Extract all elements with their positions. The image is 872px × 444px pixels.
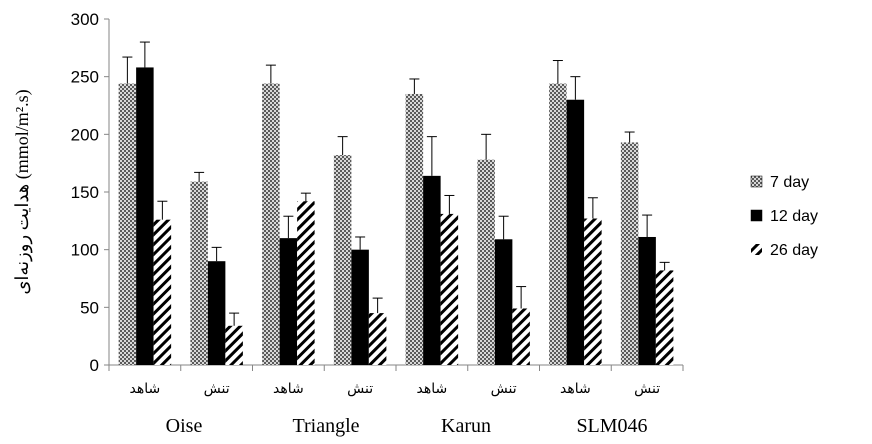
y-tick-label: 0 — [90, 356, 99, 375]
bar — [405, 93, 424, 365]
bar — [477, 159, 495, 365]
x-category-label: شاهد — [560, 381, 591, 397]
bar — [153, 219, 172, 365]
error-bars — [122, 41, 670, 326]
x-category-label: شاهد — [417, 381, 448, 397]
legend-label: 7 day — [770, 174, 809, 191]
x-category-label: تنش — [347, 381, 373, 397]
bar — [333, 155, 352, 365]
bar — [566, 99, 585, 365]
x-group-label: Karun — [441, 415, 491, 437]
x-group-label: Triangle — [292, 415, 359, 437]
y-tick-label: 100 — [71, 241, 99, 260]
legend-swatch — [750, 209, 763, 222]
x-category-label: شاهد — [130, 381, 161, 397]
legend-label: 26 day — [770, 242, 818, 259]
y-tick-label: 200 — [71, 125, 99, 144]
bar — [368, 313, 387, 365]
y-tick-label: 300 — [71, 10, 99, 29]
x-category-label: تنش — [491, 381, 517, 397]
bar — [297, 201, 315, 365]
bar — [512, 308, 530, 365]
x-category-label: تنش — [204, 381, 230, 397]
bar — [584, 218, 602, 365]
x-category-label: تنش — [634, 381, 660, 397]
bar — [620, 142, 639, 365]
bar — [190, 181, 208, 365]
bars — [118, 67, 674, 365]
legend: 7 day 12 day 26 day — [750, 174, 818, 259]
y-tick-label: 150 — [71, 183, 99, 202]
y-tick-label: 50 — [80, 298, 99, 317]
y-tick-label: 250 — [71, 68, 99, 87]
bar — [207, 261, 226, 365]
bar — [118, 83, 137, 365]
legend-swatch — [751, 244, 762, 255]
bar — [549, 83, 567, 365]
bar — [440, 213, 459, 365]
bar — [423, 175, 441, 365]
bar — [351, 249, 369, 365]
legend-swatch — [750, 175, 763, 188]
bar — [225, 325, 243, 365]
bar — [638, 236, 656, 365]
x-group-label: Oise — [166, 415, 203, 437]
axis-labels: 0 50 100 150 200 250 300 شاهد تنش شاهد تنش شاهد تنش ش… — [71, 10, 661, 437]
x-group-label: SLM046 — [576, 415, 647, 437]
legend-label: 12 day — [770, 208, 818, 225]
y-axis-title: هدایت روزنه‌ای (mmol/m².s) — [12, 89, 33, 294]
bar — [262, 83, 280, 365]
bar — [279, 238, 298, 365]
bar — [655, 270, 674, 365]
bar — [494, 239, 513, 365]
x-category-label: شاهد — [273, 381, 304, 397]
bar — [136, 67, 154, 365]
